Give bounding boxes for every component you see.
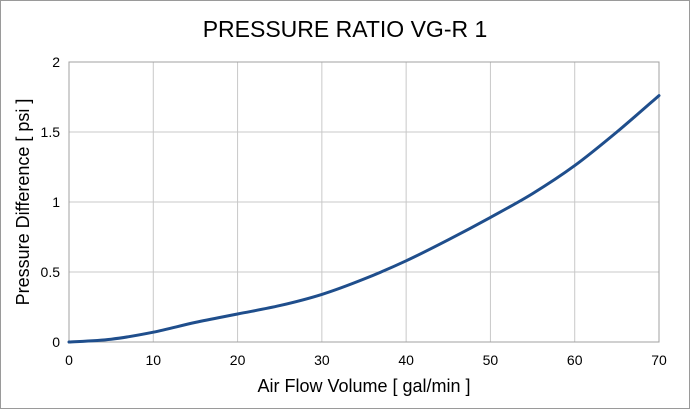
- pressure-curve-line: [67, 94, 661, 344]
- y-axis-label: Pressure Difference [ psi ]: [13, 99, 33, 306]
- y-tick-label: 0.5: [41, 264, 61, 280]
- x-tick-label: 70: [651, 352, 667, 368]
- x-tick-label: 40: [398, 352, 414, 368]
- x-tick-label: 10: [145, 352, 161, 368]
- y-tick-label: 2: [52, 54, 60, 70]
- y-tick-label: 1: [52, 194, 60, 210]
- x-tick-label: 60: [567, 352, 583, 368]
- x-axis-label: Air Flow Volume [ gal/min ]: [257, 376, 470, 396]
- tick-labels: 0 10 20 30 40 50 60 70 0 0.5 1 1.5 2: [41, 54, 667, 368]
- grid: [68, 61, 660, 343]
- x-tick-label: 30: [314, 352, 330, 368]
- plot-area: [68, 61, 660, 343]
- series-layer: [67, 94, 661, 344]
- chart-title: PRESSURE RATIO VG-R 1: [203, 16, 488, 42]
- y-tick-label: 0: [52, 334, 60, 350]
- x-tick-label: 0: [65, 352, 73, 368]
- y-tick-label: 1.5: [41, 124, 61, 140]
- x-tick-label: 20: [230, 352, 246, 368]
- x-tick-label: 50: [483, 352, 499, 368]
